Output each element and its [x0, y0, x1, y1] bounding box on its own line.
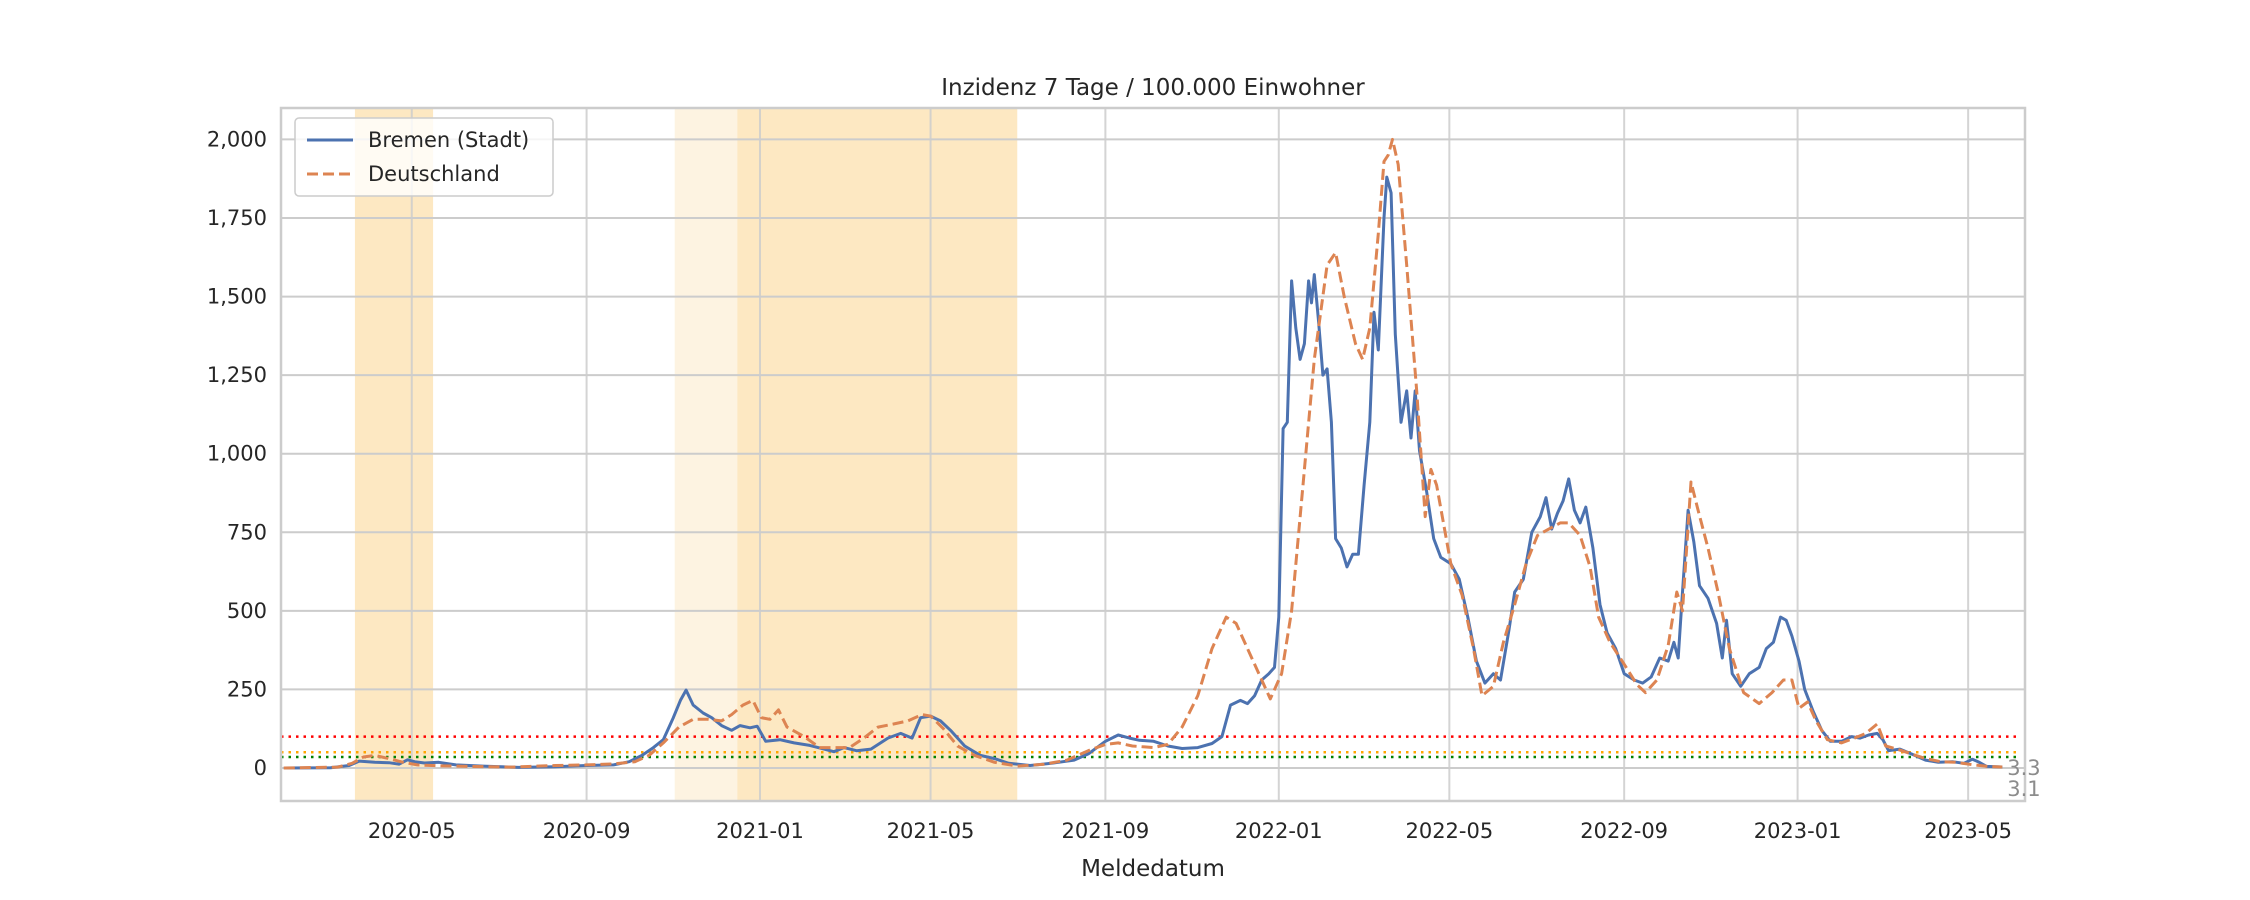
end-value-labels: 3.33.1	[2007, 756, 2040, 801]
x-tick-label: 2021-01	[716, 819, 804, 843]
y-tick-label: 750	[227, 520, 267, 544]
series-bremen	[283, 175, 2003, 770]
data-series	[283, 137, 2003, 770]
y-tick-label: 500	[227, 599, 267, 623]
y-tick-label: 1,250	[207, 363, 267, 387]
y-tick-label: 1,500	[207, 285, 267, 309]
y-axis-ticks: 0 250 500 750 1,000 1,250 1,500 1,750 2,000	[207, 127, 267, 780]
y-tick-label: 0	[254, 756, 267, 780]
x-tick-label: 2021-09	[1062, 819, 1150, 843]
legend-label-bremen: Bremen (Stadt)	[368, 128, 529, 152]
grid-lines	[281, 108, 2025, 801]
x-tick-label: 2020-05	[368, 819, 456, 843]
x-tick-label: 2023-01	[1754, 819, 1842, 843]
threshold-lines	[281, 735, 2019, 759]
x-tick-label: 2022-05	[1405, 819, 1493, 843]
x-tick-label: 2022-09	[1580, 819, 1668, 843]
legend: Bremen (Stadt) Deutschland	[294, 117, 554, 197]
y-tick-label: 250	[227, 677, 267, 701]
x-axis-label: Meldedatum	[1081, 856, 1225, 882]
x-tick-label: 2022-01	[1235, 819, 1323, 843]
legend-label-deutschland: Deutschland	[368, 162, 500, 186]
end-value-label: 3.1	[2007, 777, 2040, 801]
chart-title: Inzidenz 7 Tage / 100.000 Einwohner	[941, 75, 1365, 101]
y-tick-label: 1,000	[207, 442, 267, 466]
series-deutschland	[283, 137, 2003, 770]
axes-frame	[279, 106, 2027, 803]
y-tick-label: 2,000	[207, 127, 267, 151]
x-tick-label: 2023-05	[1924, 819, 2012, 843]
end-value-label: 3.3	[2007, 756, 2040, 780]
y-tick-label: 1,750	[207, 206, 267, 230]
legend-box	[294, 117, 554, 197]
x-axis-ticks: 2020-05 2020-09 2021-01 2021-05 2021-09 2022-…	[368, 819, 2012, 843]
x-tick-label: 2020-09	[543, 819, 631, 843]
x-tick-label: 2021-05	[887, 819, 975, 843]
